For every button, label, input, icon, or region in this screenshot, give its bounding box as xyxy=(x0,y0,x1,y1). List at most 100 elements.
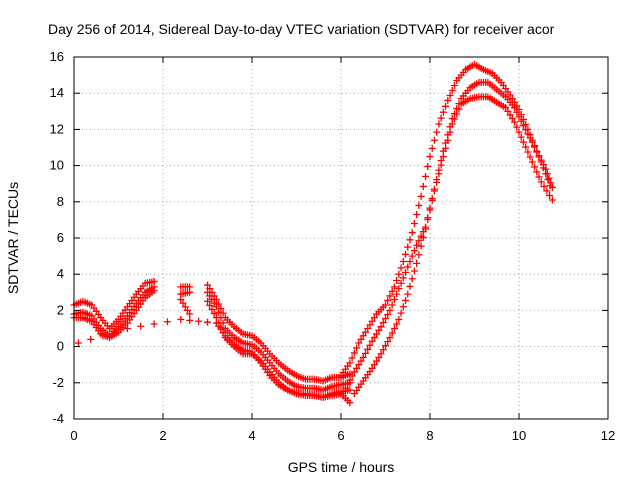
chart-title: Day 256 of 2014, Sidereal Day-to-day VTE… xyxy=(48,21,555,37)
data-point xyxy=(370,361,378,369)
data-point xyxy=(540,182,548,190)
data-point xyxy=(206,285,214,293)
data-point xyxy=(341,384,349,392)
data-point xyxy=(361,328,369,336)
data-point xyxy=(204,318,211,326)
data-point xyxy=(415,201,423,209)
data-point xyxy=(511,104,519,112)
x-tick-label: 2 xyxy=(159,428,166,443)
data-point xyxy=(533,148,541,156)
data-point xyxy=(410,220,418,228)
data-point xyxy=(410,247,418,255)
data-point xyxy=(137,322,145,330)
data-point xyxy=(150,320,158,328)
data-point xyxy=(433,178,441,186)
data-point xyxy=(435,170,443,178)
grid xyxy=(74,57,608,419)
data-point xyxy=(399,258,407,266)
x-tick-label: 10 xyxy=(512,428,526,443)
data-point xyxy=(177,315,185,323)
data-point xyxy=(395,315,403,323)
y-tick-label: 6 xyxy=(57,230,64,245)
data-point xyxy=(502,104,510,112)
data-point xyxy=(428,144,436,152)
data-point xyxy=(519,122,527,130)
data-point xyxy=(388,301,396,309)
data-point xyxy=(515,128,523,136)
data-point xyxy=(390,296,398,304)
data-point xyxy=(368,337,376,345)
data-point xyxy=(395,285,403,293)
data-point xyxy=(450,115,458,123)
data-point xyxy=(150,286,158,294)
data-point xyxy=(422,225,430,233)
data-point xyxy=(406,236,414,244)
data-point xyxy=(528,138,536,146)
data-point xyxy=(511,118,519,126)
data-point xyxy=(402,268,410,276)
x-tick-label: 12 xyxy=(601,428,615,443)
data-point xyxy=(508,95,516,103)
series-layer xyxy=(70,60,556,407)
data-point xyxy=(74,339,82,347)
y-axis-label: SDTVAR / TECUs xyxy=(5,182,21,294)
data-point xyxy=(430,187,438,195)
data-point xyxy=(413,210,421,218)
data-point xyxy=(513,123,521,131)
data-point xyxy=(413,241,421,249)
data-point xyxy=(404,263,412,271)
data-point xyxy=(424,215,432,223)
data-point xyxy=(444,96,452,104)
x-tick-label: 6 xyxy=(337,428,344,443)
data-point xyxy=(123,325,131,332)
y-tick-label: 16 xyxy=(50,49,64,64)
data-point xyxy=(348,354,356,362)
data-point xyxy=(419,234,427,242)
data-point xyxy=(522,126,530,134)
data-point xyxy=(410,267,418,275)
data-point xyxy=(406,258,414,266)
data-point xyxy=(426,206,434,214)
data-point xyxy=(379,319,387,327)
series-trace-2 xyxy=(70,283,354,394)
data-point xyxy=(546,182,554,190)
data-point xyxy=(344,380,352,388)
y-tick-label: 14 xyxy=(50,85,64,100)
data-point xyxy=(406,282,414,290)
data-point xyxy=(393,277,401,285)
y-tick-label: 0 xyxy=(57,339,64,354)
data-point xyxy=(386,306,394,314)
data-point xyxy=(186,288,194,296)
data-point xyxy=(379,346,387,354)
data-point xyxy=(397,279,405,287)
data-point xyxy=(517,133,525,141)
data-point xyxy=(513,108,521,116)
data-point xyxy=(382,315,389,323)
data-point xyxy=(382,342,389,350)
data-point xyxy=(435,120,443,128)
data-point xyxy=(373,330,381,338)
data-point xyxy=(439,108,447,116)
data-point xyxy=(442,144,450,152)
data-point xyxy=(408,229,416,237)
y-tick-label: -4 xyxy=(52,411,64,426)
data-point xyxy=(377,323,385,331)
data-point xyxy=(531,163,539,171)
data-point xyxy=(195,317,203,325)
data-point xyxy=(210,299,218,307)
data-point xyxy=(508,115,516,123)
data-point xyxy=(111,328,119,336)
data-point xyxy=(204,297,211,305)
data-point xyxy=(375,353,383,361)
data-point xyxy=(448,86,456,94)
data-point xyxy=(417,192,425,200)
data-point xyxy=(346,399,354,407)
data-point xyxy=(433,128,441,136)
data-point xyxy=(386,334,394,342)
data-point xyxy=(355,361,363,369)
data-point xyxy=(533,168,541,176)
data-point xyxy=(402,296,410,304)
series-trace-3 xyxy=(70,286,354,401)
data-point xyxy=(544,176,552,184)
data-point xyxy=(535,173,543,181)
